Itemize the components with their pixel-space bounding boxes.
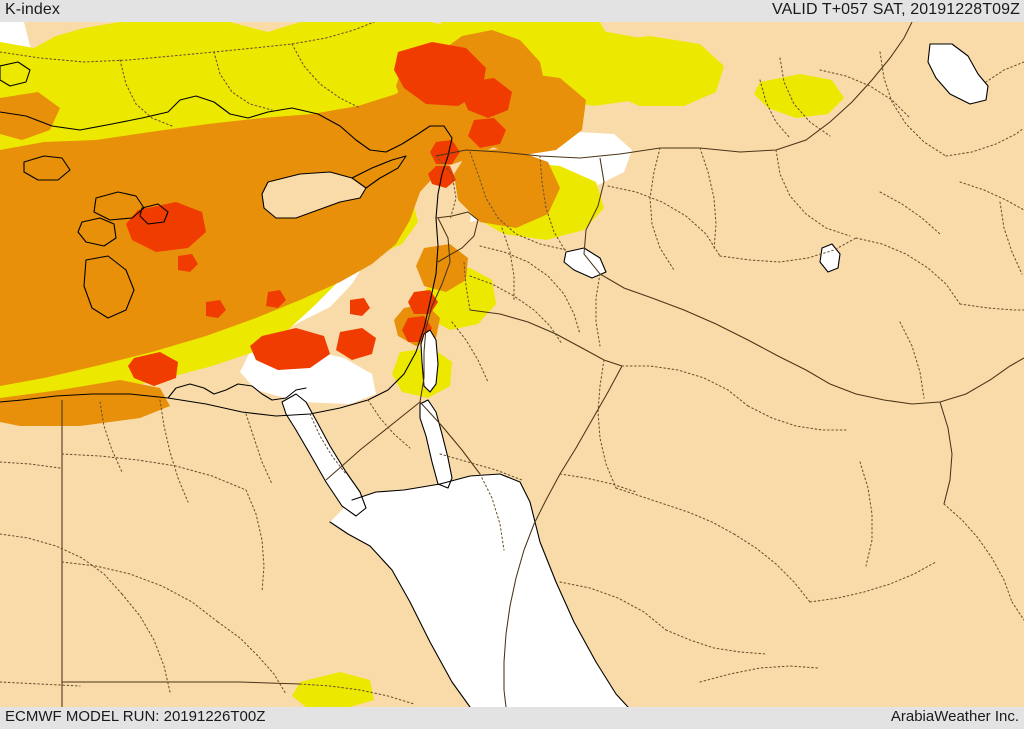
admin-border-layer: [0, 22, 1024, 705]
provider-label: ArabiaWeather Inc.: [890, 708, 1019, 725]
footer-bar: ECMWF MODEL RUN: 20191226T00Z ArabiaWeat…: [0, 707, 1024, 729]
valid-time-label: VALID T+057 SAT, 20191228T09Z: [772, 1, 1020, 18]
map-canvas[interactable]: [0, 22, 1024, 707]
coastline-layer: [0, 43, 989, 707]
page-title: K-index: [5, 1, 60, 18]
water-layer: [262, 44, 988, 707]
national-border-layer: [61, 22, 1024, 707]
model-run-label: ECMWF MODEL RUN: 20191226T00Z: [5, 708, 266, 725]
map-svg: [0, 22, 1024, 707]
header-bar: K-index VALID T+057 SAT, 20191228T09Z: [0, 0, 1024, 22]
band-red: [126, 42, 512, 386]
